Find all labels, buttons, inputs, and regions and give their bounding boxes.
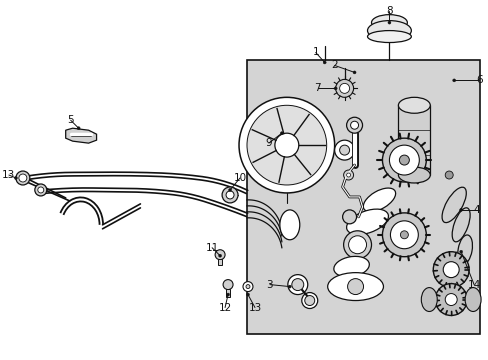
Circle shape	[442, 262, 458, 278]
Circle shape	[346, 117, 362, 133]
Circle shape	[335, 80, 353, 97]
Circle shape	[19, 174, 27, 182]
Circle shape	[339, 84, 349, 93]
Circle shape	[387, 21, 390, 24]
Circle shape	[38, 187, 44, 193]
Circle shape	[347, 279, 363, 294]
Circle shape	[16, 171, 30, 185]
Circle shape	[218, 254, 221, 257]
Circle shape	[222, 187, 238, 203]
Text: 5: 5	[67, 115, 74, 125]
Bar	[398, 105, 429, 175]
Circle shape	[243, 282, 252, 292]
Ellipse shape	[451, 208, 469, 242]
Text: 8: 8	[386, 6, 392, 15]
Ellipse shape	[333, 256, 368, 277]
Circle shape	[452, 79, 455, 82]
Circle shape	[280, 132, 283, 135]
Bar	[218, 259, 222, 265]
Circle shape	[14, 176, 18, 180]
Text: 4: 4	[473, 205, 479, 215]
Ellipse shape	[421, 288, 436, 311]
Circle shape	[432, 252, 468, 288]
Ellipse shape	[279, 210, 299, 240]
Circle shape	[343, 170, 353, 180]
Circle shape	[323, 61, 325, 64]
Circle shape	[388, 145, 419, 175]
Circle shape	[334, 140, 354, 160]
Circle shape	[346, 173, 350, 177]
Circle shape	[304, 296, 314, 306]
Text: 12: 12	[218, 302, 231, 312]
Circle shape	[246, 105, 326, 185]
Circle shape	[274, 133, 298, 157]
Circle shape	[339, 145, 349, 155]
Ellipse shape	[457, 235, 471, 265]
Ellipse shape	[327, 273, 383, 301]
Circle shape	[287, 275, 307, 294]
Ellipse shape	[363, 188, 395, 212]
Circle shape	[400, 231, 407, 239]
Text: 13: 13	[248, 302, 261, 312]
Text: 3: 3	[266, 280, 273, 289]
Text: 9: 9	[265, 138, 272, 148]
Ellipse shape	[464, 288, 480, 311]
Circle shape	[226, 293, 229, 296]
Text: 10: 10	[233, 173, 246, 183]
Circle shape	[291, 279, 303, 291]
Circle shape	[382, 213, 426, 257]
Bar	[246, 60, 479, 334]
Circle shape	[343, 231, 371, 259]
Circle shape	[225, 191, 234, 199]
Ellipse shape	[371, 15, 407, 31]
Circle shape	[444, 293, 456, 306]
Circle shape	[215, 250, 224, 260]
Text: 13: 13	[2, 170, 16, 180]
Circle shape	[246, 293, 249, 296]
Circle shape	[228, 189, 231, 192]
Circle shape	[239, 97, 334, 193]
Text: 2: 2	[331, 60, 337, 71]
Text: 6: 6	[475, 75, 482, 85]
Circle shape	[35, 184, 47, 196]
Ellipse shape	[346, 209, 387, 235]
Circle shape	[350, 121, 358, 129]
Circle shape	[382, 138, 426, 182]
Circle shape	[459, 250, 462, 253]
Circle shape	[459, 208, 462, 211]
Circle shape	[77, 127, 80, 130]
Circle shape	[434, 284, 466, 315]
Text: 14: 14	[467, 280, 480, 289]
Bar	[225, 289, 229, 297]
Circle shape	[245, 285, 249, 289]
Circle shape	[389, 221, 417, 249]
Ellipse shape	[441, 187, 466, 222]
Ellipse shape	[398, 97, 429, 113]
Circle shape	[352, 71, 355, 74]
Text: 11: 11	[205, 243, 218, 253]
Ellipse shape	[367, 31, 410, 42]
Circle shape	[333, 87, 336, 90]
Circle shape	[288, 285, 291, 288]
Circle shape	[301, 293, 317, 309]
Text: 7: 7	[314, 84, 321, 93]
Circle shape	[399, 155, 408, 165]
Circle shape	[342, 210, 356, 224]
Polygon shape	[65, 128, 96, 143]
Ellipse shape	[367, 21, 410, 41]
Text: 1: 1	[312, 48, 318, 58]
Circle shape	[444, 171, 452, 179]
Circle shape	[223, 280, 233, 289]
Circle shape	[348, 236, 366, 254]
Ellipse shape	[398, 167, 429, 183]
